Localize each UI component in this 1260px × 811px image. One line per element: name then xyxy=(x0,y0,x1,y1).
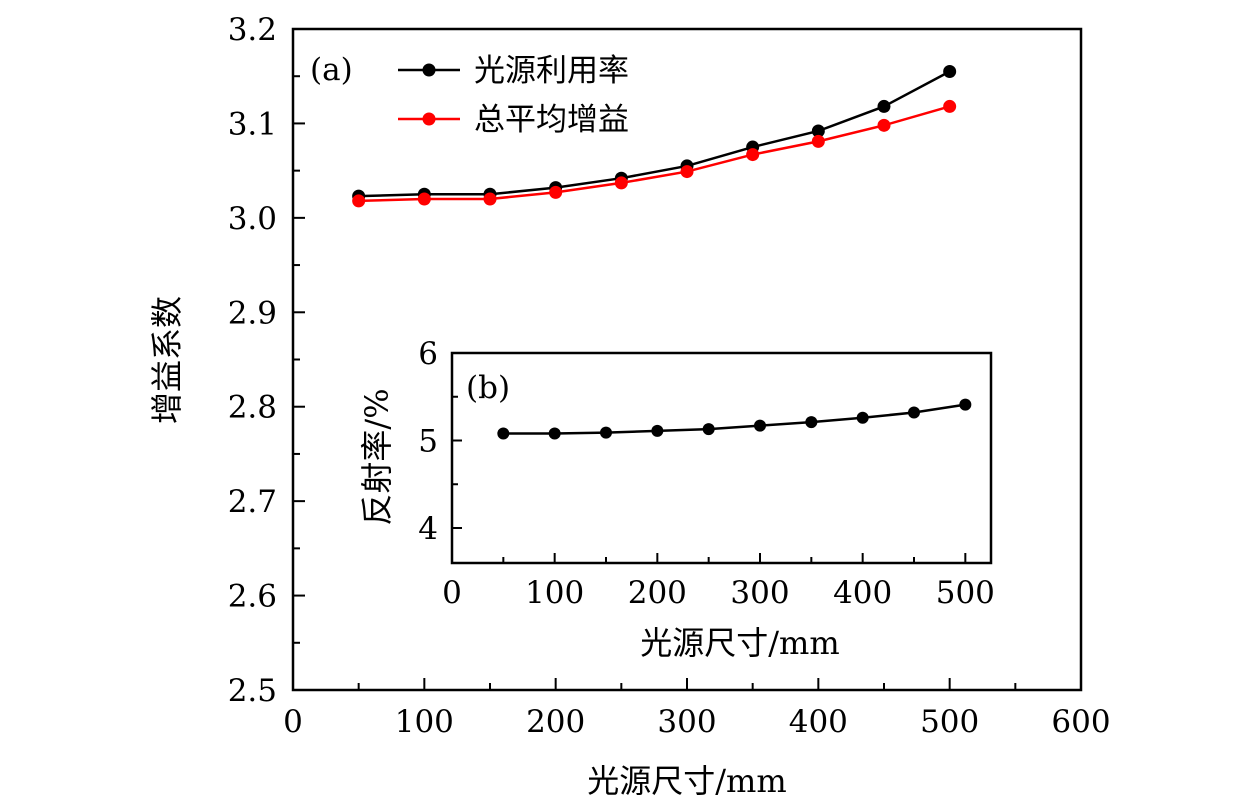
legend-label-1: 总平均增益 xyxy=(474,102,629,138)
y-tick-label: 2.5 xyxy=(228,673,277,709)
x-tick-label: 600 xyxy=(1051,704,1110,740)
y-tick-label: 5 xyxy=(418,424,438,460)
x-tick-label: 200 xyxy=(526,704,585,740)
inset-plot-frame xyxy=(450,351,993,565)
y-tick-label: 3.0 xyxy=(228,201,277,237)
y-tick-label: 3.2 xyxy=(228,12,277,48)
data-point xyxy=(680,165,694,179)
data-point xyxy=(811,134,825,148)
data-point xyxy=(600,426,612,439)
data-point xyxy=(352,194,366,208)
x-tick-label: 500 xyxy=(920,704,979,740)
inset-series-group xyxy=(497,398,972,440)
x-tick-label: 300 xyxy=(730,575,789,611)
data-point xyxy=(651,424,664,437)
data-point xyxy=(548,427,561,440)
inset-axis-ticks: 0 100 200 300 400 500 4 5 6 xyxy=(418,336,995,611)
data-point xyxy=(614,176,628,190)
main-chart-panel: 0 100 200 300 400 500 600 2.5 2.6 2.7 2.8 2.9 3.0 3.1… xyxy=(148,12,1111,800)
panel-label-b: (b) xyxy=(466,370,510,406)
main-y-axis-title: 增益系数 xyxy=(148,296,186,424)
series-line-0 xyxy=(503,403,966,435)
data-point xyxy=(943,99,957,113)
data-point xyxy=(959,398,972,411)
main-series-group xyxy=(352,64,957,208)
data-point xyxy=(856,411,869,424)
y-tick-label: 2.9 xyxy=(228,295,277,331)
data-point xyxy=(497,427,510,440)
x-tick-label: 0 xyxy=(442,575,462,611)
data-point xyxy=(483,192,497,206)
data-point xyxy=(746,148,760,162)
data-point xyxy=(943,64,957,78)
y-tick-label: 2.8 xyxy=(228,390,277,426)
y-tick-label: 2.6 xyxy=(228,579,277,615)
inset-chart-panel: 0 100 200 300 400 500 4 5 6 (b) 光源尺寸/mm 反射率/% xyxy=(358,336,995,662)
data-point xyxy=(702,423,715,436)
data-point xyxy=(908,406,920,419)
x-tick-label: 200 xyxy=(628,575,687,611)
inset-y-axis-title: 反射率/% xyxy=(358,388,396,525)
data-point xyxy=(811,124,825,138)
x-tick-label: 300 xyxy=(657,704,716,740)
legend-marker-0 xyxy=(422,63,436,77)
x-tick-label: 100 xyxy=(395,704,454,740)
y-tick-label: 6 xyxy=(418,336,438,372)
data-point xyxy=(877,99,891,113)
panel-label-a: (a) xyxy=(310,52,353,88)
data-point xyxy=(877,118,891,132)
y-tick-label: 3.1 xyxy=(228,106,277,142)
y-tick-label: 2.7 xyxy=(228,484,277,520)
x-tick-label: 100 xyxy=(525,575,584,611)
main-axis-ticks: 0 100 200 300 400 500 600 2.5 2.6 2.7 2.8 2.9 3.0 3.1… xyxy=(228,12,1111,740)
data-point xyxy=(549,185,563,199)
legend-marker-1 xyxy=(422,112,436,126)
data-point xyxy=(417,192,431,206)
x-tick-label: 400 xyxy=(789,704,848,740)
data-point xyxy=(754,419,766,432)
data-point xyxy=(805,416,818,429)
y-tick-label: 4 xyxy=(418,511,438,547)
inset-x-axis-title: 光源尺寸/mm xyxy=(640,624,839,662)
legend-label-0: 光源利用率 xyxy=(474,53,629,89)
x-tick-label: 400 xyxy=(833,575,892,611)
series-line-1 xyxy=(358,105,951,203)
x-tick-label: 500 xyxy=(936,575,995,611)
x-tick-label: 0 xyxy=(283,704,303,740)
series-line-0 xyxy=(358,70,951,198)
main-x-axis-title: 光源尺寸/mm xyxy=(587,762,786,800)
